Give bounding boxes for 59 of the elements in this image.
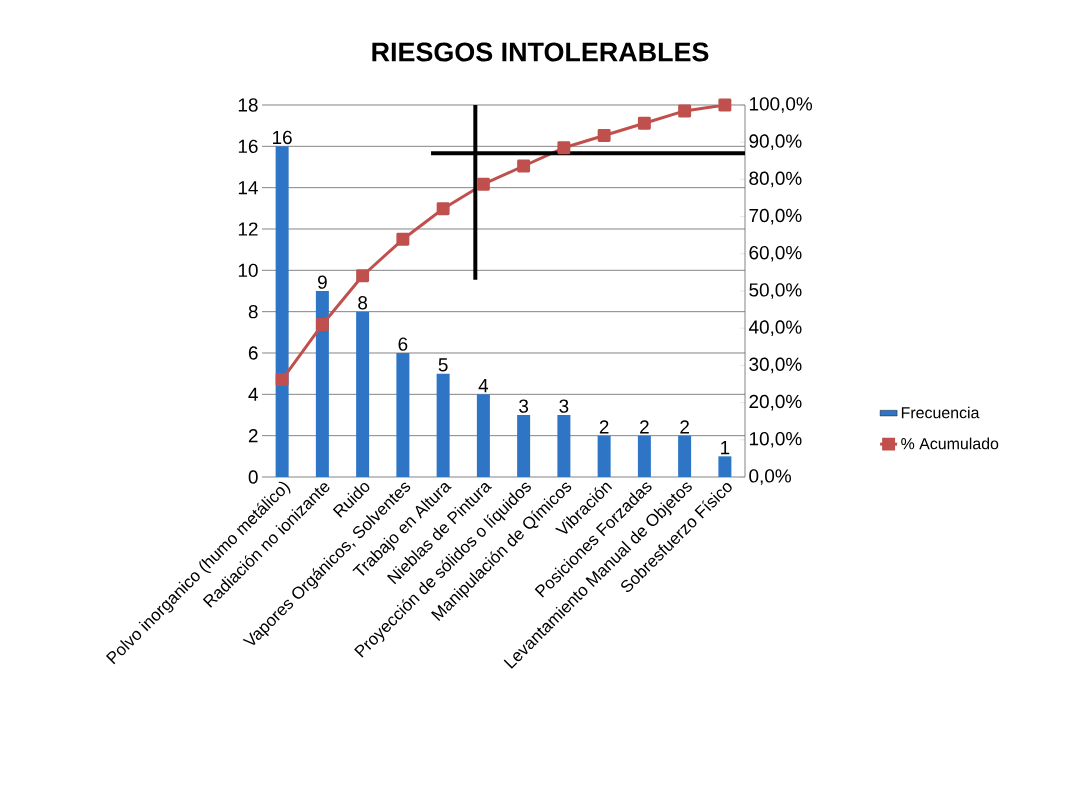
point	[436, 202, 450, 216]
y-tick-label: 18	[238, 98, 258, 112]
y-tick-label: 12	[238, 222, 258, 236]
point	[637, 116, 651, 130]
y-tick-label: 4	[248, 387, 258, 401]
point	[718, 98, 732, 112]
legend-label: Frecuencia	[901, 406, 980, 419]
y-tick-label: 10	[238, 263, 258, 278]
data-label: 5	[438, 358, 448, 372]
y2-tick-label: 60,0%	[749, 245, 802, 262]
y-tick-label: 16	[238, 139, 258, 154]
point	[356, 269, 370, 283]
point	[517, 159, 531, 173]
legend-label: % Acumulado	[901, 437, 999, 450]
bar	[315, 291, 329, 477]
point	[275, 373, 289, 387]
data-label: 6	[398, 337, 408, 351]
y2-tick-label: 80,0%	[749, 171, 802, 188]
y2-tick-label: 0,0%	[749, 469, 791, 485]
bar	[356, 311, 370, 477]
y-tick-label: 2	[248, 429, 258, 443]
bar	[718, 456, 732, 477]
bar	[678, 435, 692, 477]
y2-tick-label: 70,0%	[749, 208, 802, 225]
y-tick-label: 6	[248, 346, 258, 360]
bar	[557, 415, 571, 477]
bar	[476, 394, 490, 477]
point	[396, 232, 410, 246]
data-label: 3	[559, 399, 569, 413]
y2-tick-label: 10,0%	[749, 431, 802, 448]
data-label: 4	[478, 379, 489, 393]
data-label: 2	[680, 420, 689, 434]
data-label: 9	[318, 275, 327, 289]
bar	[637, 435, 651, 477]
bar	[517, 415, 531, 477]
y2-tick-label: 40,0%	[748, 320, 802, 337]
y-tick-label: 14	[238, 181, 258, 195]
data-label: 8	[358, 296, 368, 310]
data-label: 1	[721, 441, 730, 455]
y2-tick-label: 50,0%	[749, 283, 802, 299]
data-label: 16	[273, 130, 292, 145]
y2-tick-label: 20,0%	[749, 394, 802, 411]
bar	[275, 146, 289, 477]
bar	[436, 373, 450, 477]
y2-tick-label: 30,0%	[749, 357, 802, 374]
bar	[396, 353, 410, 477]
point	[678, 104, 692, 118]
bar	[597, 435, 611, 477]
point	[597, 129, 611, 142]
point	[476, 177, 490, 191]
y2-tick-label: 100,0%	[749, 97, 813, 113]
data-label: 2	[640, 420, 649, 434]
point	[557, 141, 571, 155]
y2-tick-label: 90,0%	[749, 134, 802, 151]
data-label: 2	[599, 420, 609, 434]
chart-title: RIESGOS INTOLERABLES	[372, 42, 709, 62]
point	[315, 317, 329, 331]
y-tick-label: 8	[248, 304, 258, 319]
data-label: 3	[519, 399, 529, 413]
